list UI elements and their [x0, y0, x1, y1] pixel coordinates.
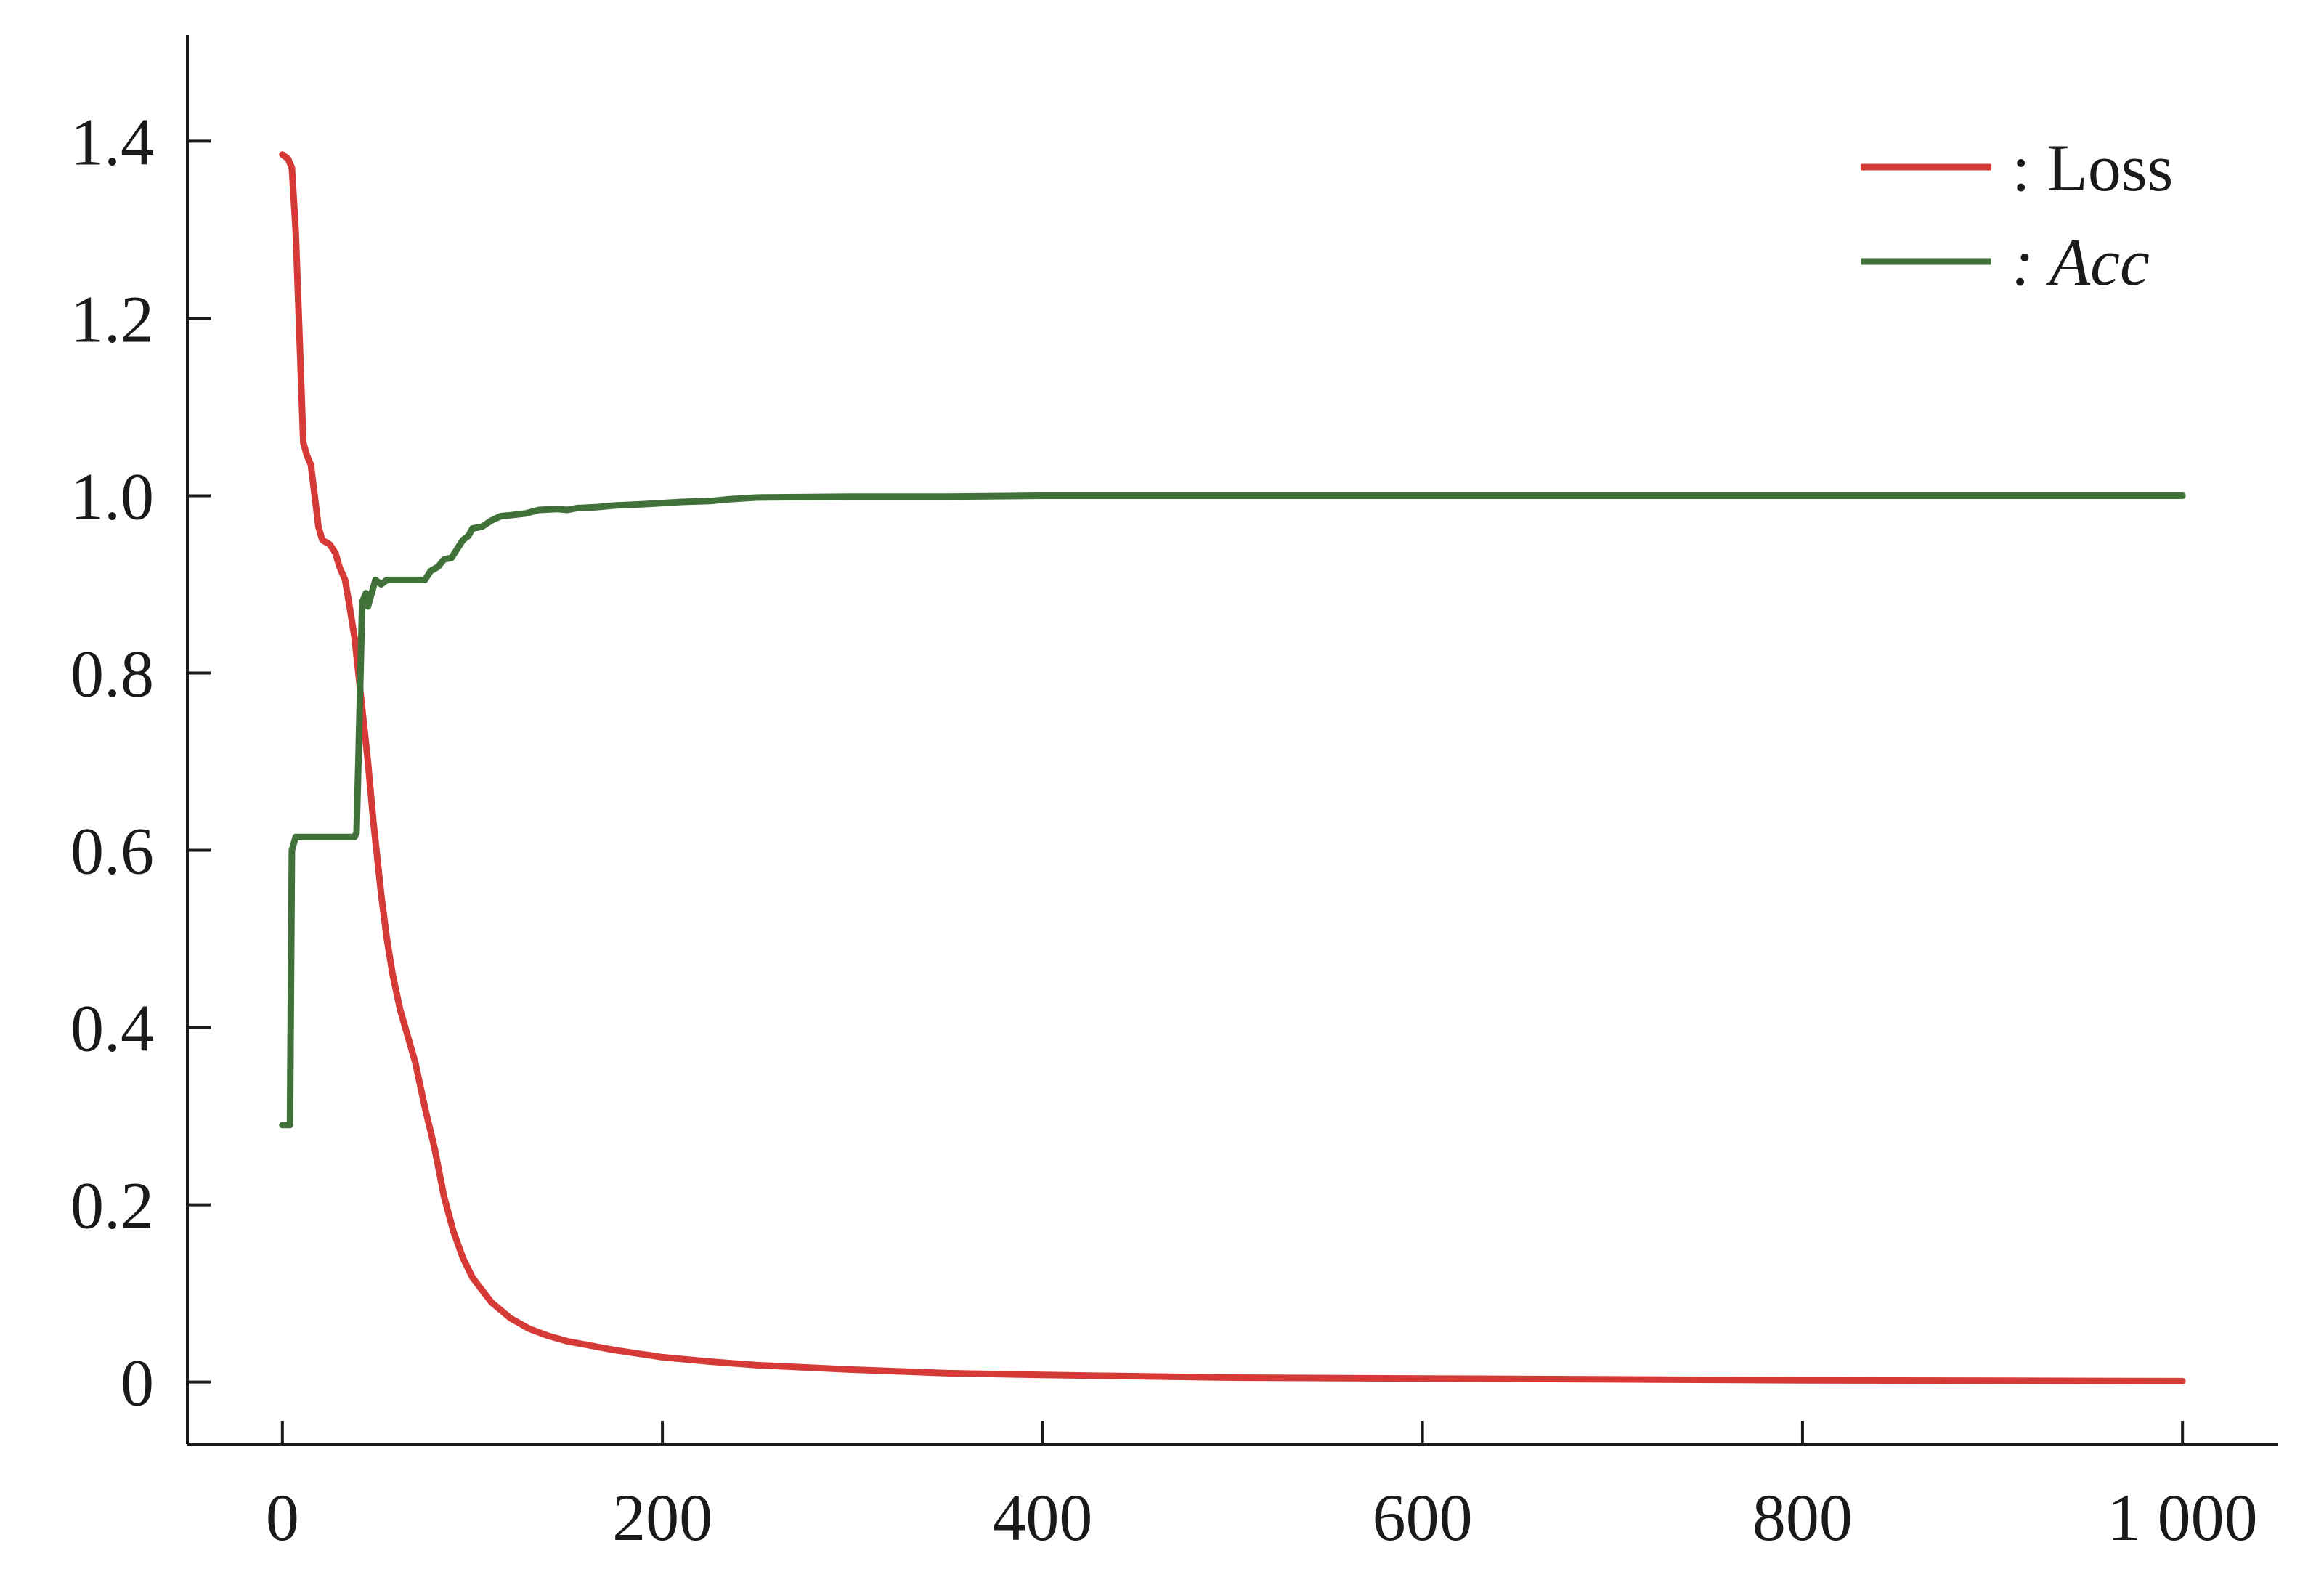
axes: [186, 35, 2278, 1446]
series-line-acc: [279, 492, 2186, 1129]
x-tick-label: 400: [992, 1480, 1092, 1554]
x-tick-label: 1 000: [2108, 1480, 2258, 1554]
legend-label-acc: : Acc: [2012, 225, 2150, 299]
y-tick-label: 1.0: [70, 459, 154, 533]
x-tick-label: 200: [612, 1480, 712, 1554]
series-lines: [279, 151, 2186, 1384]
legend-label-loss: : Loss: [2012, 131, 2173, 205]
x-tick-label: 800: [1752, 1480, 1853, 1554]
legend: : Loss : Acc: [1861, 131, 2173, 299]
x-tick-label: 0: [266, 1480, 299, 1554]
ticks: 0 200 400 600 800 1 000 0 0.2 0.4 0.6 0.8 1.0 1.2 1.4: [70, 105, 2258, 1554]
x-tick-label: 600: [1373, 1480, 1473, 1554]
y-tick-label: 0: [121, 1346, 154, 1420]
y-tick-label: 1.2: [70, 282, 154, 356]
series-line-loss: [279, 151, 2186, 1384]
y-tick-label: 0.6: [70, 814, 154, 888]
y-tick-label: 0.8: [70, 636, 154, 710]
y-tick-label: 0.4: [70, 992, 154, 1066]
y-tick-label: 0.2: [70, 1169, 154, 1243]
y-tick-label: 1.4: [70, 105, 154, 179]
